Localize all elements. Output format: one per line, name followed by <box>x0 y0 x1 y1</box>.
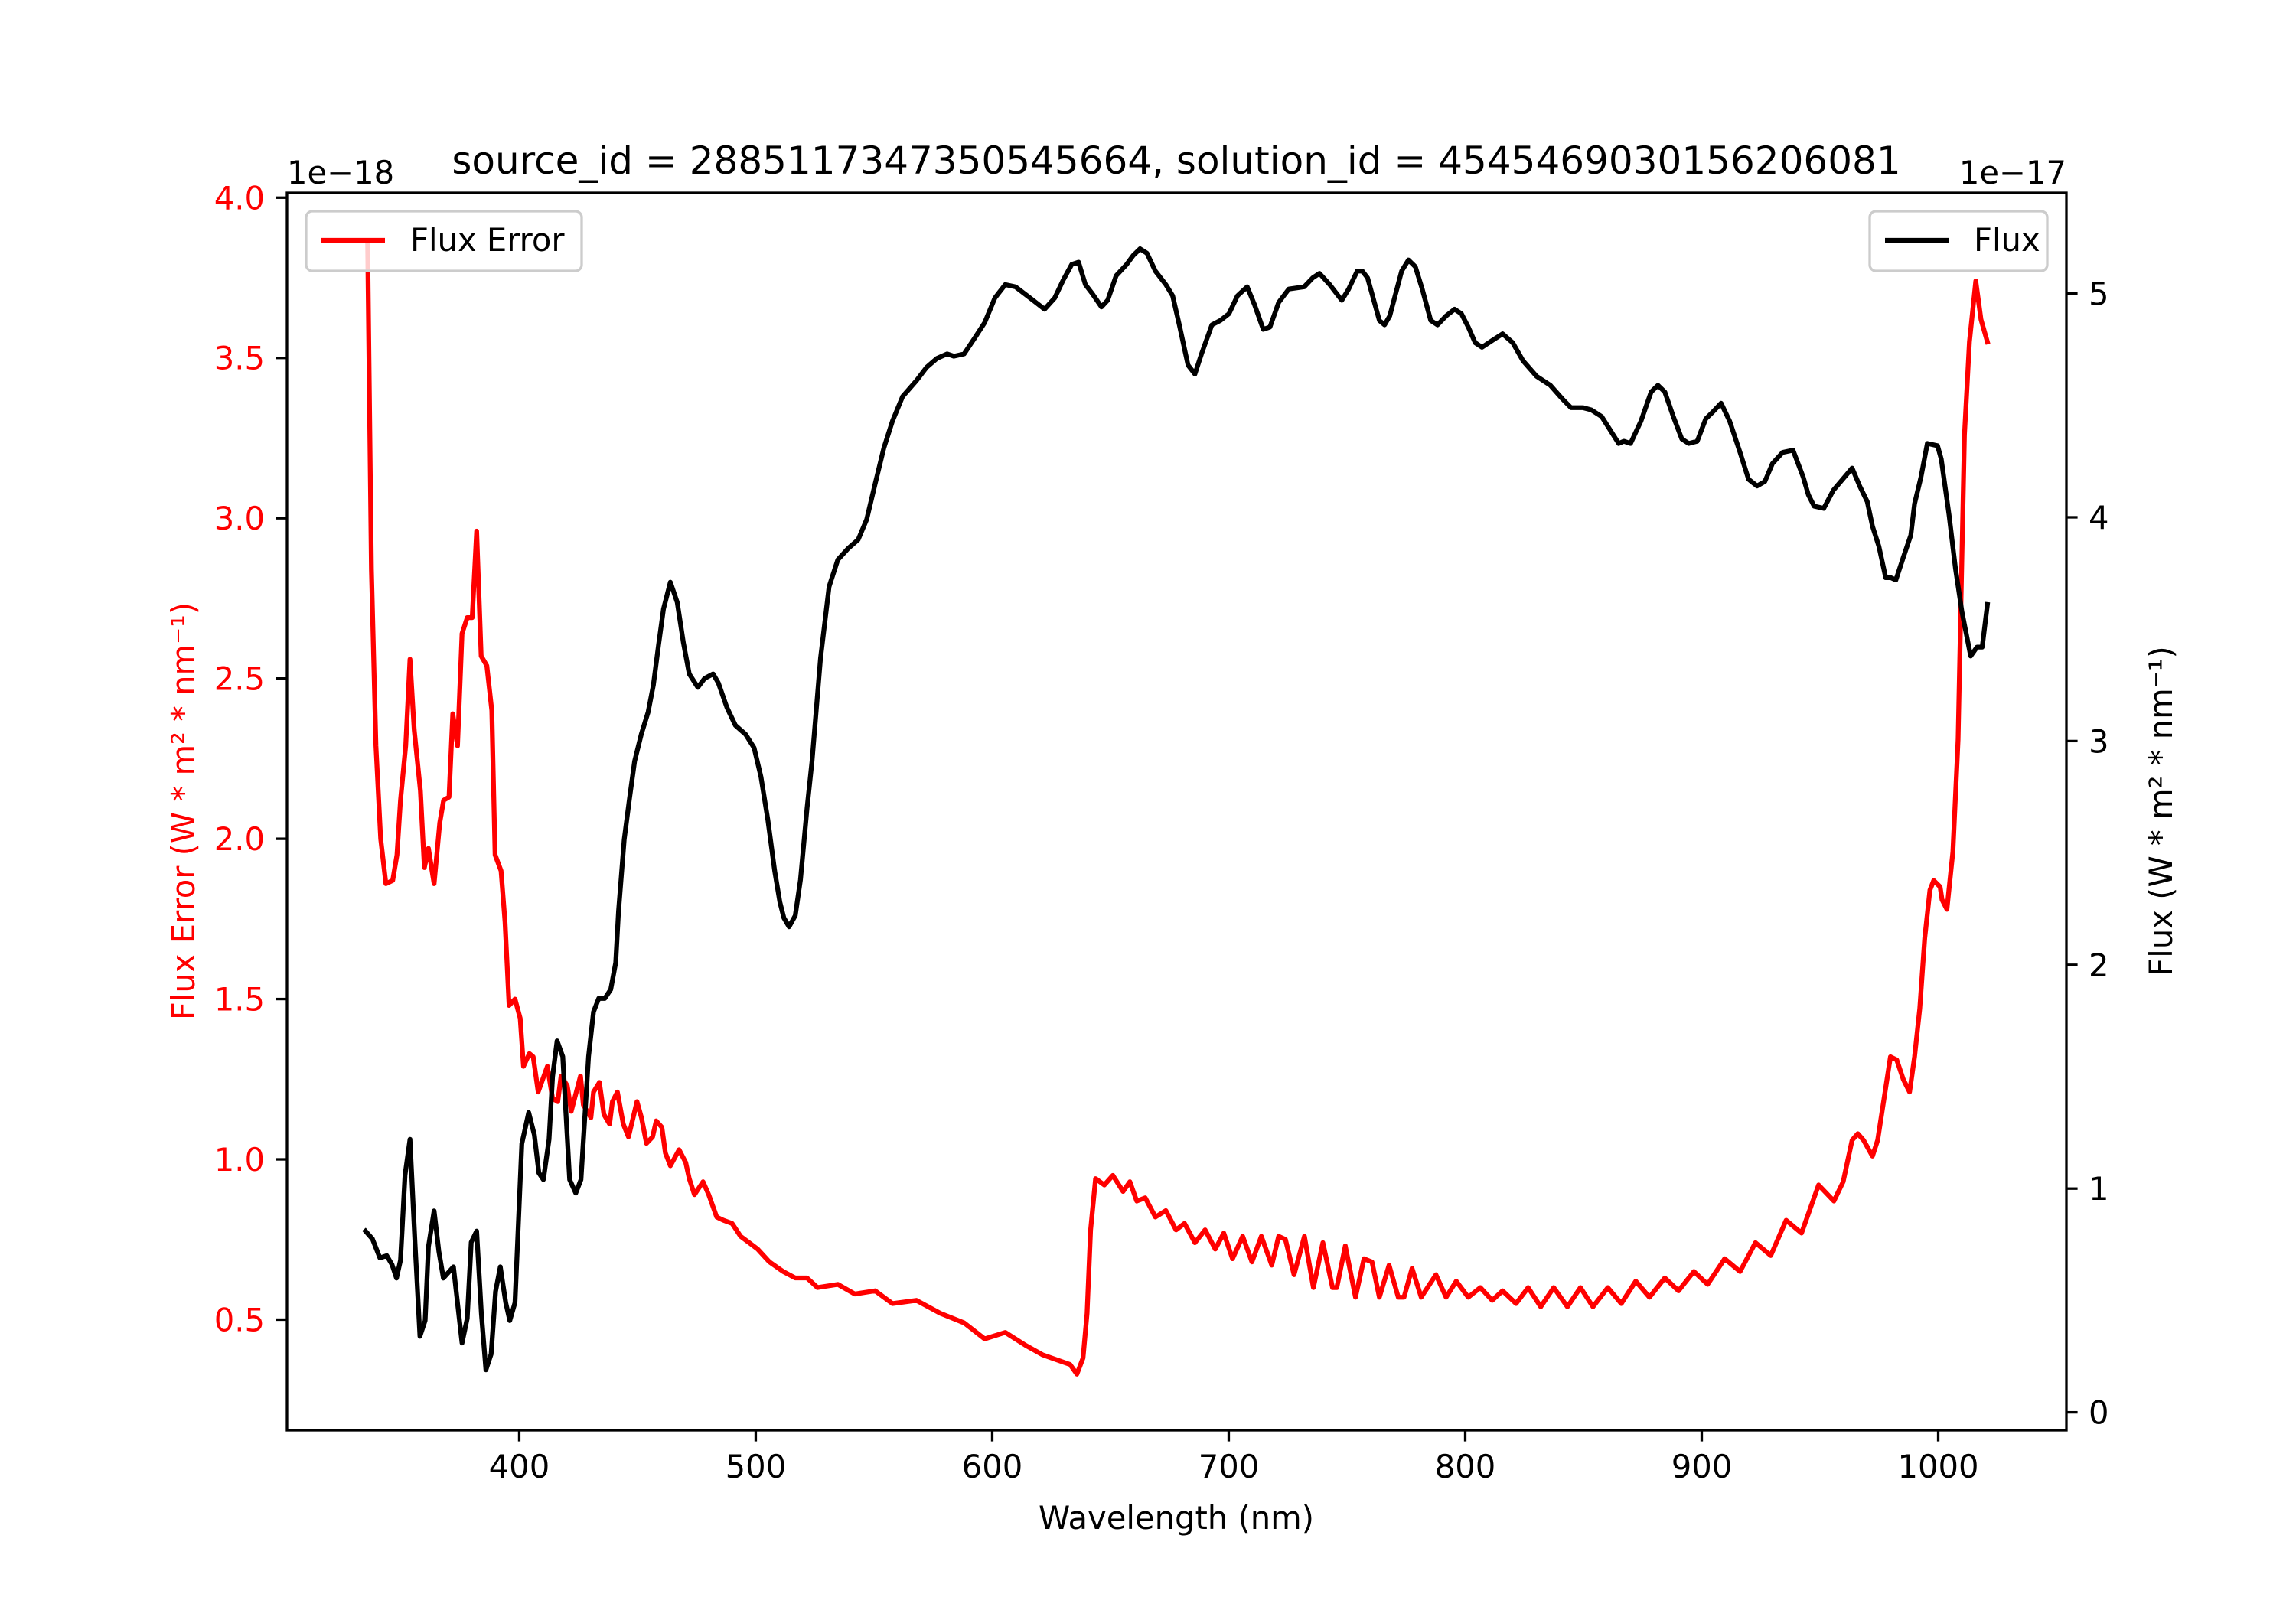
legend-box <box>305 210 583 272</box>
right-y-tick-label: 2 <box>2089 947 2109 984</box>
legend-flux-error: Flux Error <box>305 210 583 272</box>
right-y-axis-ticks: 0 1 2 3 4 5 <box>2066 275 2109 1432</box>
left-y-tick-label: 2.5 <box>214 660 265 698</box>
right-y-tick-label: 0 <box>2089 1394 2109 1432</box>
right-y-tick-label: 1 <box>2089 1170 2109 1208</box>
right-y-tick-label: 3 <box>2089 722 2109 760</box>
left-y-offset-text: 1e−18 <box>287 154 394 191</box>
axes-spines <box>285 191 2068 1432</box>
left-y-tick-label: 0.5 <box>214 1301 265 1338</box>
x-tick-label: 600 <box>962 1448 1023 1485</box>
x-axis-ticks: 400 500 600 700 800 900 1000 <box>489 1430 1979 1485</box>
right-y-offset-text: 1e−17 <box>1959 154 2066 191</box>
left-y-axis-ticks: 0.5 1.0 1.5 2.0 2.5 3.0 3.5 4.0 <box>214 179 287 1338</box>
x-tick-label: 700 <box>1199 1448 1260 1485</box>
left-y-tick-label: 4.0 <box>214 179 265 217</box>
left-y-tick-label: 3.5 <box>214 340 265 377</box>
left-y-tick-label: 1.0 <box>214 1141 265 1178</box>
chart-title: source_id = 2885117347350545664, solutio… <box>452 139 1900 183</box>
right-y-axis-label: Flux (W * m² * nm⁻¹) <box>2142 646 2180 976</box>
axes-frame <box>285 191 2068 1432</box>
legend-box <box>1868 210 2049 272</box>
legend-flux: Flux <box>1868 210 2049 272</box>
x-tick-label: 400 <box>489 1448 550 1485</box>
x-tick-label: 800 <box>1435 1448 1496 1485</box>
left-y-tick-label: 2.0 <box>214 820 265 858</box>
right-y-tick-label: 5 <box>2089 275 2109 313</box>
right-y-tick-label: 4 <box>2089 499 2109 536</box>
series-line-flux-error <box>365 243 1991 1377</box>
left-y-tick-label: 1.5 <box>214 981 265 1019</box>
x-tick-label: 500 <box>726 1448 787 1485</box>
legend-label-flux-error: Flux Error <box>410 221 565 259</box>
x-tick-label: 900 <box>1671 1448 1733 1485</box>
left-y-tick-label: 3.0 <box>214 500 265 537</box>
x-axis-label: Wavelength (nm) <box>1039 1499 1314 1537</box>
left-y-axis-label: Flux Error (W * m² * nm⁻¹) <box>165 602 202 1020</box>
legend-label-flux: Flux <box>1974 221 2040 259</box>
x-tick-label: 1000 <box>1897 1448 1978 1485</box>
series-line-flux <box>362 246 1991 1373</box>
plot-lines <box>362 243 1991 1377</box>
